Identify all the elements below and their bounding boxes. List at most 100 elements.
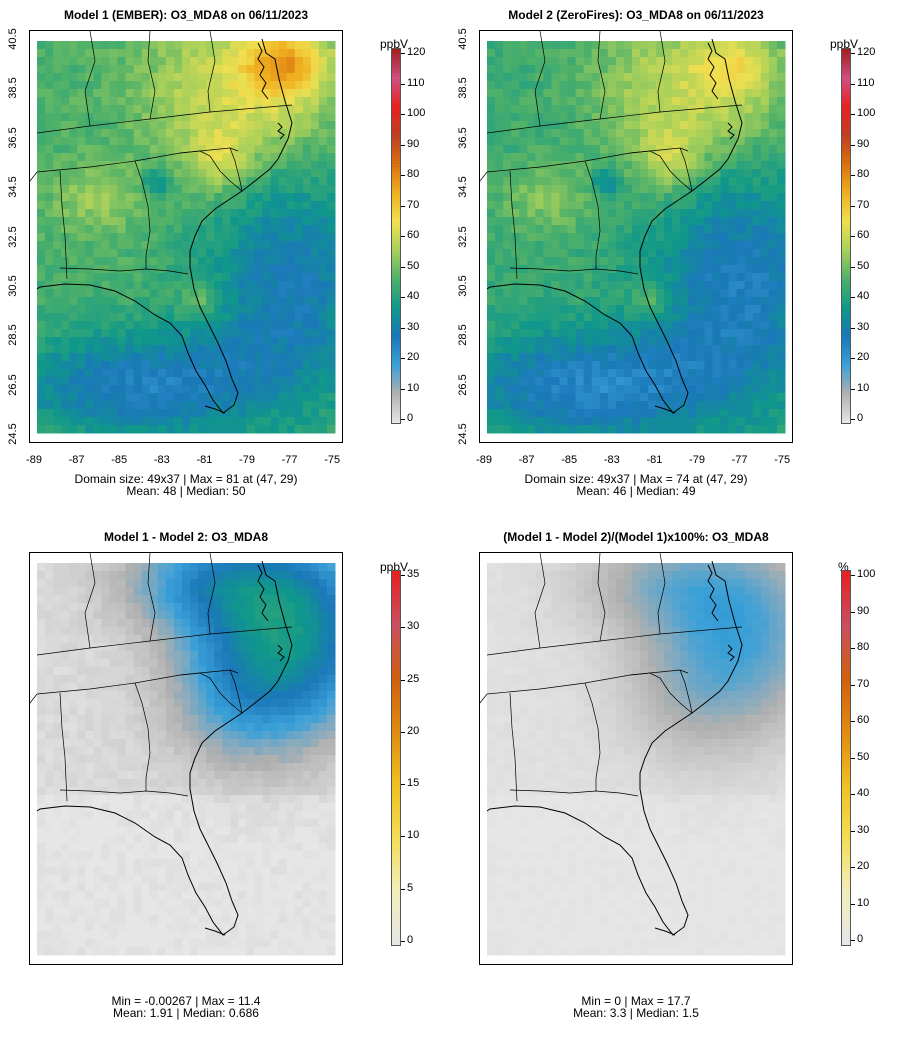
colorbar-tick-mark	[851, 903, 855, 905]
colorbar-tick-mark	[851, 794, 855, 795]
colorbar-tick-mark	[851, 940, 855, 941]
panel4-map-svg	[480, 553, 786, 956]
colorbar-tick-label: 120	[857, 46, 876, 58]
colorbar-tick-label: 50	[407, 259, 420, 272]
colorbar-tick-label: 10	[407, 829, 420, 842]
lat-tick-label: 40.5	[457, 28, 469, 50]
colorbar-tick-mark	[401, 83, 405, 85]
lat-tick-label: 34.5	[7, 176, 19, 198]
colorbar-tick-label: 0	[407, 934, 414, 946]
lon-tick-label: -89	[26, 454, 42, 466]
colorbar-tick-label: 100	[857, 568, 876, 580]
panel1-map-svg	[30, 31, 336, 434]
colorbar-tick-label: 90	[407, 137, 420, 150]
colorbar-tick-mark	[851, 611, 855, 613]
panel3-colorbar-unit: ppbV	[380, 560, 409, 574]
panel1-stats: Domain size: 49x37 | Max = 81 at (47, 29…	[30, 473, 342, 497]
colorbar-tick-mark	[401, 784, 405, 786]
panel4-stats: Min = 0 | Max = 17.7 Mean: 3.3 | Median:…	[480, 995, 792, 1019]
lon-tick-label: -77	[731, 454, 748, 466]
colorbar-tick-mark	[851, 684, 855, 686]
panel2-stats-line1: Domain size: 49x37 | Max = 74 at (47, 29…	[524, 472, 748, 486]
colorbar-tick-label: 35	[407, 568, 420, 580]
colorbar-tick-label: 20	[407, 351, 420, 363]
colorbar-tick-mark	[851, 297, 855, 298]
panel1-colorbar-unit: ppbV	[380, 37, 409, 51]
lon-tick-label: -89	[476, 454, 492, 466]
colorbar-tick-label: 30	[407, 620, 420, 633]
colorbar-tick-mark	[851, 575, 855, 576]
colorbar-tick-mark	[851, 830, 855, 832]
panel2-stats-line2: Mean: 46 | Median: 49	[576, 484, 696, 498]
panel3-colorbar	[391, 570, 401, 946]
lat-tick-label: 34.5	[457, 176, 469, 198]
colorbar-tick-mark	[401, 575, 405, 576]
lon-tick-label: -85	[111, 454, 128, 466]
colorbar-tick-mark	[851, 867, 855, 868]
colorbar-tick-mark	[401, 679, 405, 681]
colorbar-tick-label: 30	[407, 320, 420, 333]
colorbar-tick-label: 60	[857, 714, 870, 726]
colorbar-tick-mark	[401, 419, 405, 420]
colorbar-tick-mark	[851, 83, 855, 85]
colorbar-tick-label: 60	[407, 229, 420, 241]
lon-tick-label: -87	[68, 454, 85, 466]
colorbar-tick-mark	[401, 358, 405, 359]
lat-tick-label: 32.5	[7, 225, 19, 248]
colorbar-tick-mark	[851, 53, 855, 54]
lat-tick-label: 38.5	[7, 77, 19, 100]
colorbar-tick-mark	[401, 175, 405, 176]
colorbar-tick-label: 110	[407, 76, 425, 89]
panel1-map	[29, 30, 343, 443]
lon-tick-label: -81	[196, 454, 213, 466]
colorbar-tick-label: 120	[407, 46, 426, 58]
panel4-map	[479, 552, 793, 965]
panel2-colorbar-unit: ppbV	[830, 37, 859, 51]
panel2-map	[479, 30, 793, 443]
lat-tick-label: 30.5	[7, 275, 19, 297]
colorbar-tick-mark	[401, 836, 405, 838]
colorbar-tick-label: 0	[407, 412, 414, 424]
colorbar-tick-mark	[851, 236, 855, 237]
colorbar-tick-mark	[401, 205, 405, 207]
colorbar-tick-label: 40	[857, 290, 870, 302]
colorbar-tick-mark	[401, 236, 405, 237]
lat-tick-label: 32.5	[457, 225, 469, 248]
lon-tick-label: -75	[324, 454, 341, 466]
lon-tick-label: -75	[774, 454, 791, 466]
panel2-title: Model 2 (ZeroFires): O3_MDA8 on 06/11/20…	[508, 8, 764, 22]
colorbar-tick-mark	[401, 266, 405, 268]
colorbar-tick-label: 10	[857, 381, 870, 394]
colorbar-tick-label: 30	[857, 320, 870, 333]
colorbar-tick-label: 100	[857, 107, 876, 119]
lat-tick-label: 28.5	[7, 324, 19, 347]
colorbar-tick-mark	[401, 388, 405, 390]
colorbar-tick-mark	[851, 205, 855, 207]
lon-tick-label: -85	[561, 454, 578, 466]
colorbar-tick-mark	[401, 144, 405, 146]
colorbar-tick-mark	[401, 731, 405, 733]
colorbar-tick-label: 20	[857, 351, 870, 363]
colorbar-tick-label: 10	[407, 381, 420, 394]
colorbar-tick-mark	[851, 175, 855, 176]
colorbar-tick-mark	[401, 53, 405, 54]
colorbar-tick-label: 15	[407, 777, 420, 790]
colorbar-tick-label: 40	[857, 787, 870, 799]
panel2-colorbar	[841, 48, 851, 424]
panel1-stats-line1: Domain size: 49x37 | Max = 81 at (47, 29…	[74, 472, 298, 486]
panel3-stats-line2: Mean: 1.91 | Median: 0.686	[113, 1006, 259, 1020]
colorbar-tick-mark	[851, 266, 855, 268]
panel4-colorbar-unit: %	[838, 560, 849, 574]
colorbar-tick-label: 70	[857, 198, 870, 211]
lat-tick-label: 30.5	[457, 275, 469, 297]
colorbar-tick-label: 90	[857, 137, 870, 150]
colorbar-tick-label: 80	[857, 641, 870, 653]
lon-tick-label: -87	[518, 454, 535, 466]
colorbar-tick-mark	[401, 627, 405, 629]
colorbar-tick-mark	[401, 888, 405, 890]
colorbar-tick-label: 40	[407, 290, 420, 302]
lat-tick-label: 38.5	[457, 77, 469, 100]
panel3-map	[29, 552, 343, 965]
lon-tick-label: -79	[239, 454, 255, 466]
colorbar-tick-label: 30	[857, 823, 870, 836]
